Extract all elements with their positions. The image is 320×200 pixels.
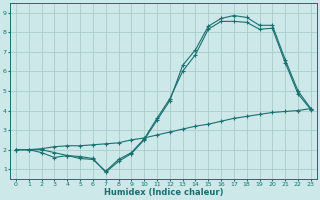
- X-axis label: Humidex (Indice chaleur): Humidex (Indice chaleur): [104, 188, 223, 197]
